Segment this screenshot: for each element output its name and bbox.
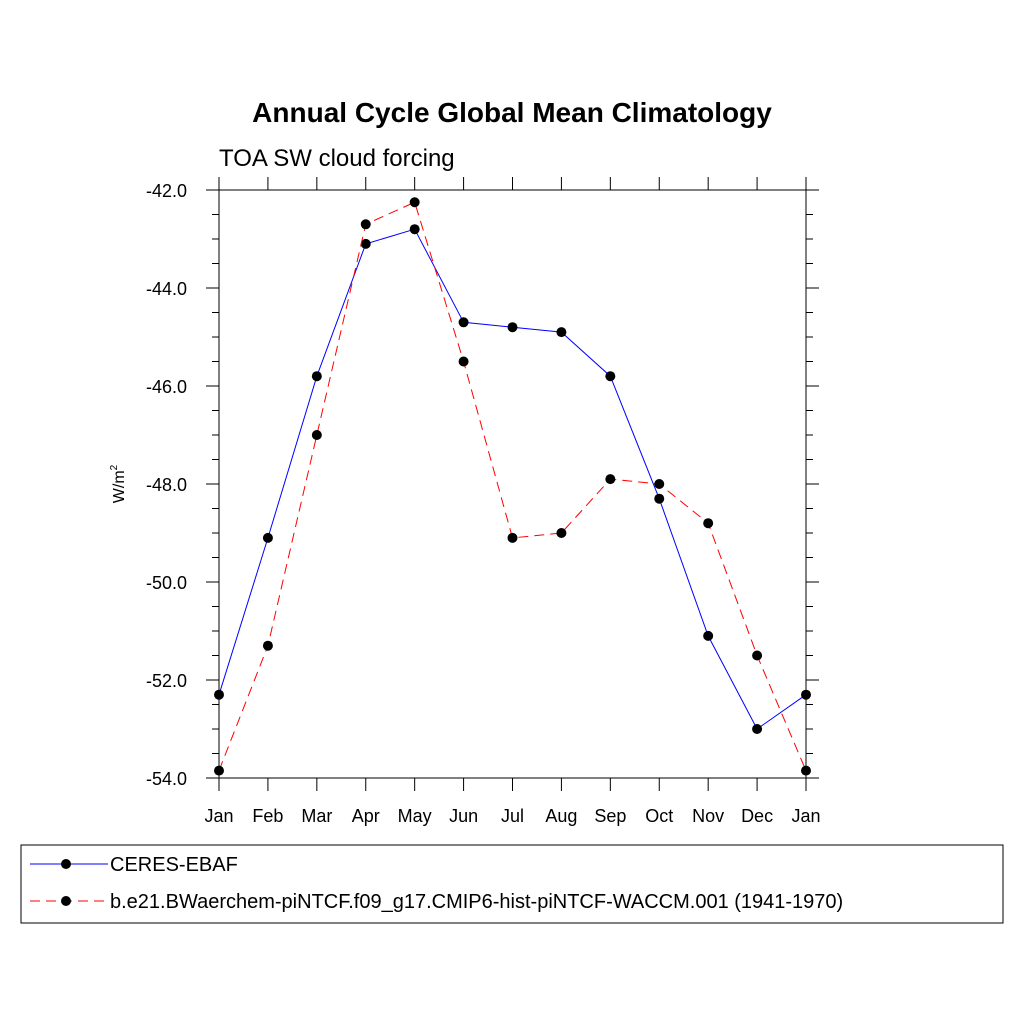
data-point bbox=[605, 474, 616, 485]
legend-marker-model bbox=[61, 896, 71, 906]
data-point bbox=[752, 724, 763, 734]
y-axis-label: W/m2 bbox=[109, 464, 128, 503]
x-tick-label: Feb bbox=[252, 806, 283, 826]
y-tick-label: -44.0 bbox=[146, 279, 187, 299]
x-tick-label: Aug bbox=[545, 806, 577, 826]
legend: CERES-EBAF b.e21.BWaerchem-piNTCF.f09_g1… bbox=[20, 844, 1004, 924]
x-axis-tick-labels: Jan Feb Mar Apr May Jun Jul Aug Sep Oct Nov Dec Jan bbox=[204, 806, 820, 826]
x-tick-label: Mar bbox=[301, 806, 332, 826]
x-tick-label: Jun bbox=[449, 806, 478, 826]
series-1 bbox=[214, 197, 811, 776]
y-tick-label: -54.0 bbox=[146, 769, 187, 789]
plot-area bbox=[218, 189, 807, 779]
legend-box bbox=[20, 844, 1004, 924]
series-line bbox=[218, 201, 807, 771]
data-point bbox=[409, 197, 420, 208]
x-tick-label: Dec bbox=[741, 806, 773, 826]
data-point bbox=[360, 219, 371, 230]
data-point bbox=[703, 630, 714, 641]
series-0 bbox=[214, 224, 811, 734]
y-axis-label-superscript: 2 bbox=[109, 464, 120, 470]
x-tick-label: Jul bbox=[501, 806, 524, 826]
x-tick-label: May bbox=[398, 806, 432, 826]
data-point bbox=[507, 322, 518, 333]
data-point bbox=[752, 650, 763, 661]
x-tick-label: Sep bbox=[594, 806, 626, 826]
data-point bbox=[214, 765, 224, 776]
data-point bbox=[311, 371, 322, 382]
y-tick-label: -42.0 bbox=[146, 181, 187, 201]
x-tick-label: Nov bbox=[692, 806, 724, 826]
data-point bbox=[556, 528, 567, 538]
y-tick-label: -52.0 bbox=[146, 671, 187, 691]
x-tick-label: Jan bbox=[791, 806, 820, 826]
y-tick-label: -50.0 bbox=[146, 573, 187, 593]
data-point bbox=[214, 689, 224, 700]
x-tick-label: Jan bbox=[204, 806, 233, 826]
data-point bbox=[409, 224, 420, 235]
chart-subtitle: TOA SW cloud forcing bbox=[219, 145, 455, 172]
y-tick-label: -48.0 bbox=[146, 475, 187, 495]
x-tick-label: Apr bbox=[352, 806, 380, 826]
data-point bbox=[360, 238, 371, 249]
data-point bbox=[458, 317, 469, 328]
data-point bbox=[262, 532, 273, 543]
data-point bbox=[458, 356, 469, 367]
data-point bbox=[556, 327, 567, 338]
data-point bbox=[507, 532, 518, 543]
y-tick-label: -46.0 bbox=[146, 377, 187, 397]
legend-label-model: b.e21.BWaerchem-piNTCF.f09_g17.CMIP6-his… bbox=[110, 891, 843, 913]
y-axis-tick-labels: -42.0 -44.0 -46.0 -48.0 -50.0 -52.0 -54.0 bbox=[146, 181, 187, 789]
series-layer bbox=[214, 197, 811, 776]
legend-label-ceres: CERES-EBAF bbox=[110, 854, 238, 876]
data-point bbox=[703, 518, 714, 529]
legend-marker-ceres bbox=[61, 859, 71, 869]
data-point bbox=[605, 371, 616, 382]
data-point bbox=[262, 640, 273, 651]
plot-frame bbox=[218, 189, 807, 779]
data-point bbox=[311, 430, 322, 440]
data-point bbox=[801, 689, 811, 700]
x-tick-label: Oct bbox=[645, 806, 673, 826]
data-point bbox=[654, 493, 665, 504]
data-point bbox=[801, 765, 811, 776]
chart-title: Annual Cycle Global Mean Climatology bbox=[252, 97, 772, 128]
axis-ticks bbox=[206, 177, 819, 791]
data-point bbox=[654, 479, 665, 489]
